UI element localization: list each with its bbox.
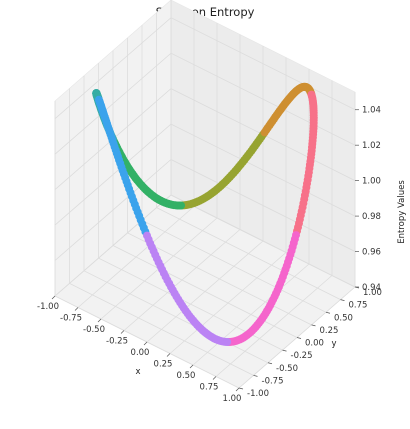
axes-ticks: -1.00-0.75-0.50-0.250.000.250.500.751.00… [37,106,382,404]
z-gridline [54,159,356,261]
y-tick-label: -0.75 [262,376,284,386]
y-tick-label: -0.50 [276,364,298,374]
x-tick-label: -1.00 [37,302,59,312]
x-tick-mark [212,376,217,380]
x-tick-mark [120,330,125,334]
z-tick-label: 0.98 [362,212,381,222]
y-tick-label: -0.25 [291,351,313,361]
x-tick-mark [189,364,194,369]
x-tick-label: -0.50 [83,325,105,335]
y-tick-mark [282,349,287,352]
y-tick-label: 0.75 [349,301,368,311]
x-tick-label: -0.25 [106,337,128,347]
z-axis-label: Entropy Values [397,180,407,244]
x-tick-mark [74,307,79,311]
z-gridline [54,52,356,155]
x-tick-label: 0.25 [154,360,173,370]
data-points [92,82,318,346]
y-tick-label: 0.50 [334,313,353,323]
x-tick-label: -0.75 [60,314,82,324]
x-tick-label: 0.00 [131,348,150,358]
y-tick-mark [340,299,345,301]
y-tick-mark [296,337,302,339]
x-tick-mark [143,341,148,346]
z-tick-label: 1.04 [362,106,381,116]
x-tick-label: 0.75 [200,383,219,393]
y-tick-mark [311,324,316,327]
z-gridline [54,88,356,190]
y-tick-mark [253,375,258,377]
data-point [172,292,181,301]
x-axis-label: x [135,367,140,377]
x-tick-mark [51,295,56,300]
z-gridline [54,17,356,120]
y-tick-label: 1.00 [363,288,382,298]
x-tick-mark [235,387,240,392]
y-tick-label: 0.00 [305,339,324,349]
z-tick-label: 1.02 [362,141,381,151]
x-tick-label: 0.50 [177,371,196,381]
y-tick-label: 0.25 [320,326,339,336]
z-tick-label: 0.96 [362,248,381,258]
y-axis-label: y [331,339,336,349]
y-tick-mark [267,362,273,365]
z-tick-label: 1.00 [362,177,381,187]
y-tick-label: -1.00 [247,389,269,399]
x-tick-mark [97,318,102,323]
z-tick-label: 0.94 [362,283,381,293]
y-tick-mark [238,387,244,390]
z-gridline [54,123,356,226]
x-tick-label: 1.00 [223,394,242,404]
y-tick-mark [325,311,331,314]
x-tick-mark [166,353,171,357]
